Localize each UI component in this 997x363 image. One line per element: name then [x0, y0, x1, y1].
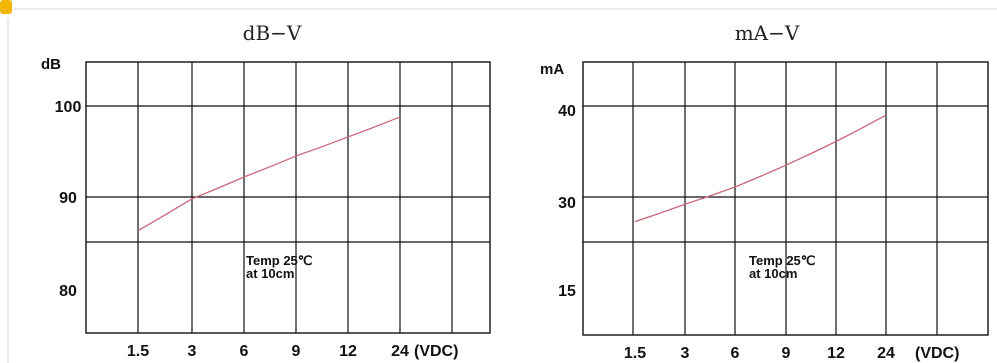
x-tick-label: 1.5: [624, 345, 646, 362]
x-tick-label: 24: [391, 343, 409, 360]
plot-border: [582, 61, 989, 336]
x-tick-label: 12: [339, 343, 357, 360]
series-line: [137, 116, 401, 232]
note-line-2: at 10cm: [246, 266, 294, 281]
note-line-2: at 10cm: [749, 266, 797, 281]
chart-title: dB−V: [243, 21, 302, 45]
x-tick-label: 24: [877, 345, 895, 362]
y-tick-label: 15: [558, 283, 576, 300]
y-tick-label: 80: [59, 283, 77, 300]
x-tick-label: 9: [782, 345, 791, 362]
note-line-1: Temp 25℃: [246, 253, 312, 268]
accent-corner: [0, 0, 12, 14]
y-axis-label: mA: [540, 61, 564, 78]
x-tick-label: 6: [731, 345, 740, 362]
plot-area: 40 30 15 1.5 3 6 9 12 24: [558, 61, 989, 362]
x-tick-label: 3: [188, 343, 197, 360]
chart-title: mA−V: [735, 21, 800, 45]
plot-border: [85, 61, 491, 334]
x-tick-label: 12: [827, 345, 845, 362]
chart-ma-v: mA−V mA 40 30 15 1.5 3 6 9 12 24 Temp 25℃ at 10c…: [540, 21, 989, 362]
x-tick-label: 1.5: [127, 343, 149, 360]
note-line-1: Temp 25℃: [749, 253, 815, 268]
x-tick-label: 9: [292, 343, 301, 360]
chart-db-v: dB−V dB 100 90 80 1.5 3 6 9 12 24 Temp 25℃ at 10…: [41, 21, 491, 360]
y-tick-label: 30: [558, 195, 576, 212]
plot-area: 100 90 80 1.5 3 6 9 12 24: [55, 61, 491, 360]
y-tick-label: 40: [558, 103, 576, 120]
y-axis-label: dB: [41, 56, 61, 73]
x-tick-label: 3: [681, 345, 690, 362]
y-tick-label: 100: [55, 99, 82, 116]
x-tick-label: 6: [240, 343, 249, 360]
y-tick-label: 90: [59, 190, 77, 207]
series-line: [634, 114, 887, 223]
x-unit-label: (VDC): [915, 345, 959, 362]
x-unit-label: (VDC): [414, 343, 458, 360]
